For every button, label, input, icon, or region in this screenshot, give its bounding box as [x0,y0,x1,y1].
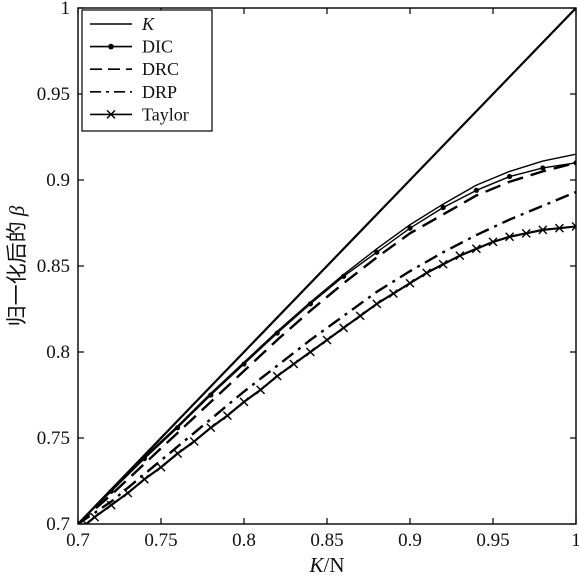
data-point [81,519,91,524]
data-point [339,323,349,333]
series-drc [78,161,576,524]
data-point [156,462,166,472]
data-point [554,223,564,233]
x-tick: 0.95 [476,8,510,551]
x-tick-label: 0.8 [232,530,256,551]
y-tick: 0.8 [46,342,576,363]
y-tick-label: 0.75 [37,428,70,449]
legend-item: Taylor [90,104,189,124]
y-axis-label: 归一化后的 β [5,205,29,326]
data-point [307,301,313,307]
legend-item: DRP [90,82,177,102]
y-tick: 0.95 [37,84,576,105]
data-point [206,423,216,433]
series-line [78,8,576,524]
data-point [505,232,515,242]
data-point [538,225,548,235]
x-tick-label: 0.95 [476,530,509,551]
data-point [405,278,415,288]
data-point [388,289,398,299]
data-point [440,204,446,211]
data-point [488,237,498,247]
x-tick: 1 [571,8,579,551]
series-k [78,8,576,524]
data-point [256,385,266,395]
data-point [507,173,513,180]
y-tick: 0.75 [37,428,576,449]
x-tick-label: 0.9 [398,530,422,551]
y-tick-label: 0.95 [37,84,70,105]
x-tick: 0.85 [310,8,344,551]
data-point [407,225,413,231]
x-tick-label: 0.75 [144,530,177,551]
y-tick: 0.9 [46,170,576,191]
data-point [222,411,232,421]
x-tick: 0.7 [66,8,90,551]
series-line [78,162,576,524]
series-line [78,153,576,524]
data-point [175,425,181,431]
data-point [208,392,214,398]
y-tick: 1 [61,0,576,19]
data-point [374,249,380,255]
y-tick-label: 0.7 [46,514,70,535]
data-point [571,221,576,231]
y-tick-label: 0.85 [37,256,70,277]
data-point [123,488,133,498]
data-point [422,268,432,278]
data-point [274,330,280,336]
data-point [141,456,147,462]
legend-label: K [141,14,155,34]
legend-item: K [90,14,155,34]
data-point [272,371,282,381]
data-point [322,335,332,345]
y-tick-label: 0.9 [46,170,70,191]
y-tick-label: 0.8 [46,342,70,363]
legend-label: Taylor [142,104,189,124]
data-point [108,488,114,494]
x-axis-label: K/N [308,553,344,575]
data-point [341,273,347,279]
data-point [455,251,465,261]
data-point [355,311,365,321]
data-point [521,228,531,238]
x-tick-label: 1 [571,530,579,551]
y-tick: 0.85 [37,256,576,277]
data-point [173,448,183,458]
data-point [473,187,479,193]
data-point [540,165,546,171]
data-point [438,259,448,269]
y-tick-label: 1 [61,0,71,19]
data-point [289,359,299,369]
legend-label: DRP [142,82,177,102]
series-taylor [81,221,576,524]
series-dic [78,160,576,524]
data-point [573,160,576,166]
x-tick-label: 0.85 [310,530,343,551]
data-point [139,474,149,484]
legend-item: DRC [90,59,179,79]
series-line [78,161,576,524]
series-line-1 [78,153,576,524]
data-point [239,397,249,407]
data-point [241,361,247,367]
x-tick: 0.9 [398,8,422,551]
y-tick: 0.7 [46,514,576,535]
data-point [471,244,481,254]
data-point [189,436,199,446]
data-point [305,347,315,357]
x-tick: 0.8 [232,8,256,551]
data-point [106,500,116,510]
legend-label: DIC [142,37,173,57]
data-point [90,512,100,522]
legend-label: DRC [142,59,179,79]
x-tick-label: 0.7 [66,530,90,551]
data-point [372,299,382,309]
legend-item: DIC [90,37,173,57]
